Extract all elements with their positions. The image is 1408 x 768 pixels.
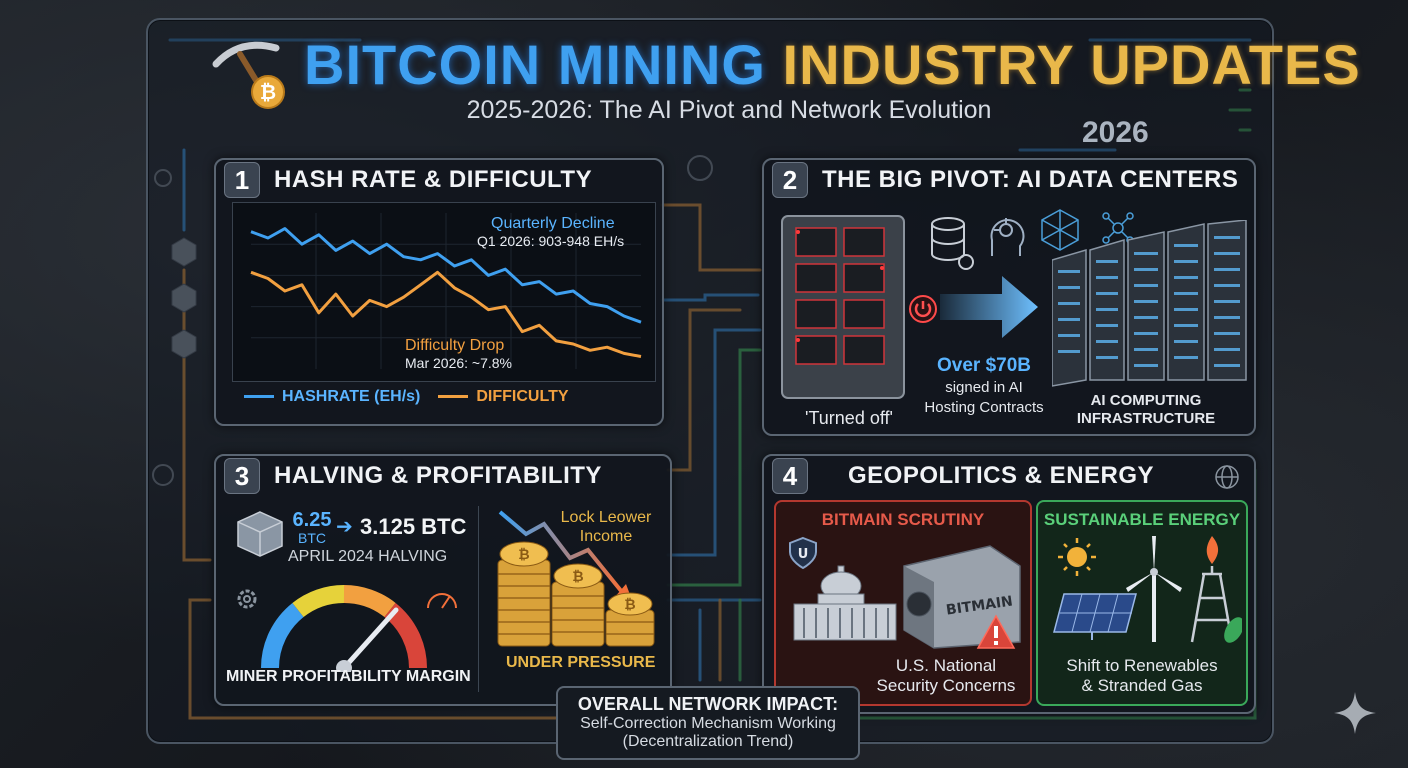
sustainable-energy-text: Shift to Renewables & Stranded Gas (1066, 656, 1218, 695)
gear-icon (237, 589, 257, 609)
profitability-gauge (260, 584, 428, 672)
asic-miner-icon: BITMAIN (903, 545, 1021, 649)
panel-halving: 3 HALVING & PROFITABILITY 6.25 BTC ➔ 3.1… (214, 454, 672, 706)
sustainable-energy-title: SUSTAINABLE ENERGY (1043, 510, 1241, 529)
block-cube-icon (237, 511, 283, 557)
panel-hash-rate: 1 HASH RATE & DIFFICULTY Quarterly Decli… (214, 158, 664, 426)
shield-icon: U (789, 536, 817, 570)
panel-header: 3 HALVING & PROFITABILITY (216, 456, 670, 496)
reward-new: 3.125 BTC (360, 514, 467, 539)
ai-brain-icon (990, 218, 1025, 256)
panel-number: 1 (224, 162, 260, 198)
impact-title: OVERALL NETWORK IMPACT: (577, 694, 839, 714)
amount-text-1: signed in AI (945, 379, 1023, 396)
page-subtitle: 2025-2026: The AI Pivot and Network Evol… (466, 96, 992, 124)
annotation-quarterly: Quarterly Decline Q1 2026: 903-948 EH/s (477, 215, 624, 249)
panel-title: GEOPOLITICS & ENERGY (848, 462, 1155, 489)
difficulty-series-line (250, 270, 642, 358)
legend-difficulty: DIFFICULTY (438, 388, 569, 406)
amount-value: Over $70B (936, 355, 1031, 376)
bitmain-scrutiny-title: BITMAIN SCRUTINY (821, 510, 985, 529)
database-icon (931, 217, 974, 270)
annotation-quarterly-text: Q1 2026: 903-948 EH/s (477, 233, 625, 249)
panel-header: 1 HASH RATE & DIFFICULTY (216, 160, 662, 200)
svg-text:₿: ₿ (518, 547, 529, 563)
capitol-building-icon (793, 565, 897, 641)
chart-svg (250, 213, 642, 369)
svg-text:₿: ₿ (572, 569, 583, 585)
solar-panel-icon (1053, 593, 1137, 640)
header: BITCOIN MINING INDUSTRY UPDATES 2025-202… (194, 26, 1361, 136)
page-title: BITCOIN MINING INDUSTRY UPDATES (304, 33, 1361, 96)
wind-turbine-icon (1126, 536, 1182, 642)
hashrate-chart: Quarterly Decline Q1 2026: 903-948 EH/s … (232, 202, 656, 382)
panel-number: 4 (772, 458, 808, 494)
network-node-icon (1041, 209, 1079, 251)
bitcoin-coins-icon: ₿ ₿ ₿ (497, 541, 655, 647)
pickaxe-bitcoin-icon: ₿ (212, 41, 285, 109)
network-impact-box: OVERALL NETWORK IMPACT: Self-Correction … (556, 686, 860, 760)
sustainable-energy-card: SUSTAINABLE ENERGY Shift to Renewables &… (1036, 500, 1248, 706)
panel-number: 2 (772, 162, 808, 198)
halving-label: APRIL 2024 HALVING (288, 548, 448, 565)
warning-icon (976, 614, 1016, 649)
panel-geopolitics: 4 GEOPOLITICS & ENERGY BITMAIN SCRUTINY … (762, 454, 1256, 714)
sparkle-icon (1334, 692, 1376, 734)
impact-line-1: Self-Correction Mechanism Working (580, 715, 836, 732)
panel-header: 2 THE BIG PIVOT: AI DATA CENTERS (764, 160, 1254, 200)
speedometer-icon (427, 593, 457, 609)
bitmain-scrutiny-card: BITMAIN SCRUTINY U BITMAIN BITMAIN U.S. … (774, 500, 1032, 706)
svg-text:U: U (798, 547, 809, 562)
bitmain-brand-text: BITMAIN (776, 502, 777, 503)
panel-title: HASH RATE & DIFFICULTY (274, 166, 593, 193)
globe-icon (1215, 465, 1239, 489)
year-badge: 2026 (1082, 116, 1149, 149)
power-off-icon (909, 295, 937, 323)
impact-line-2: (Decentralization Trend) (622, 733, 794, 750)
panel-number: 3 (224, 458, 260, 494)
panel-header: 4 GEOPOLITICS & ENERGY (764, 456, 1254, 496)
panel-ai-pivot: 2 THE BIG PIVOT: AI DATA CENTERS (762, 158, 1256, 436)
panel-divider (478, 506, 479, 692)
amount-block: Over $70B signed in AI Hosting Contracts (914, 356, 1054, 418)
molecule-icon (1102, 212, 1134, 244)
reward-old: 6.25 BTC (292, 509, 332, 546)
annotation-difficulty: Difficulty Drop Mar 2026: ~7.8% (405, 337, 512, 371)
turned-off-label: 'Turned off' (805, 408, 893, 428)
mining-rig-icon (781, 215, 905, 399)
annotation-quarterly-title: Quarterly Decline (491, 215, 615, 232)
legend-hashrate: HASHRATE (EH/s) (244, 388, 420, 406)
annotation-difficulty-title: Difficulty Drop (405, 337, 505, 354)
sun-icon (1058, 538, 1096, 576)
income-label: Lock Leower Income (560, 509, 652, 545)
under-pressure-label: UNDER PRESSURE (506, 654, 656, 671)
panel-title: HALVING & PROFITABILITY (274, 462, 602, 489)
svg-text:₿: ₿ (260, 80, 276, 104)
hashrate-series-line (250, 227, 642, 324)
ai-infra-label: AI COMPUTING INFRASTRUCTURE (1076, 392, 1216, 427)
server-racks-icon (1052, 220, 1247, 387)
chart-legend: HASHRATE (EH/s) DIFFICULTY (244, 388, 569, 406)
gauge-label: MINER PROFITABILITY MARGIN (226, 668, 471, 685)
amount-text-2: Hosting Contracts (924, 399, 1044, 416)
panel-title: THE BIG PIVOT: AI DATA CENTERS (822, 166, 1239, 193)
annotation-difficulty-text: Mar 2026: ~7.8% (405, 355, 513, 371)
svg-text:₿: ₿ (624, 597, 635, 613)
arrow-right-icon: ➔ (336, 516, 353, 538)
bitmain-scrutiny-text: U.S. National Security Concerns (876, 656, 1016, 695)
arrow-right-icon (940, 276, 1038, 338)
gas-flare-icon (1190, 536, 1242, 643)
